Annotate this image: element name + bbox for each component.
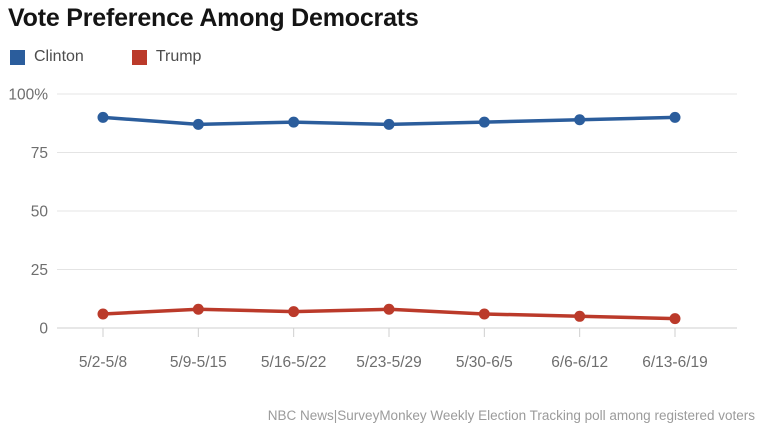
data-point-clinton — [383, 118, 395, 130]
data-point-trump — [288, 306, 300, 318]
data-point-clinton — [478, 116, 490, 128]
data-point-clinton — [192, 118, 204, 130]
x-axis-tick-label: 5/16-5/22 — [261, 354, 327, 371]
y-axis-tick-label: 0 — [39, 321, 48, 338]
data-point-trump — [478, 308, 490, 320]
chart-title: Vote Preference Among Democrats — [8, 4, 419, 32]
x-axis-tick-label: 5/9-5/15 — [170, 354, 227, 371]
trump-swatch-icon — [131, 49, 147, 65]
data-point-clinton — [288, 116, 300, 128]
clinton-swatch-icon — [10, 49, 25, 65]
x-axis-tick-label: 5/2-5/8 — [79, 354, 127, 371]
data-point-trump — [383, 303, 395, 315]
data-point-clinton — [574, 114, 586, 126]
x-axis-tick-label: 6/6-6/12 — [551, 354, 608, 371]
data-point-clinton — [669, 111, 681, 123]
legend-label-clinton: Clinton — [34, 48, 84, 65]
legend-item-clinton: Clinton — [10, 48, 84, 66]
x-axis-tick-label: 6/13-6/19 — [642, 354, 708, 371]
y-axis-tick-label: 25 — [31, 262, 48, 279]
x-axis-tick-label: 5/23-5/29 — [356, 354, 422, 371]
data-point-trump — [574, 310, 586, 322]
data-point-clinton — [97, 111, 109, 123]
data-point-trump — [97, 308, 109, 320]
x-axis-tick-label: 5/30-6/5 — [456, 354, 513, 371]
legend-item-trump: Trump — [131, 48, 202, 66]
y-axis-tick-label: 75 — [31, 145, 48, 162]
legend: Clinton Trump — [10, 48, 249, 66]
y-axis-tick-label: 100% — [8, 87, 48, 104]
legend-label-trump: Trump — [155, 48, 202, 65]
y-axis-tick-label: 50 — [31, 204, 49, 221]
source-caption: NBC News|SurveyMonkey Weekly Election Tr… — [267, 408, 755, 423]
data-point-trump — [669, 313, 681, 325]
data-point-trump — [192, 303, 204, 315]
